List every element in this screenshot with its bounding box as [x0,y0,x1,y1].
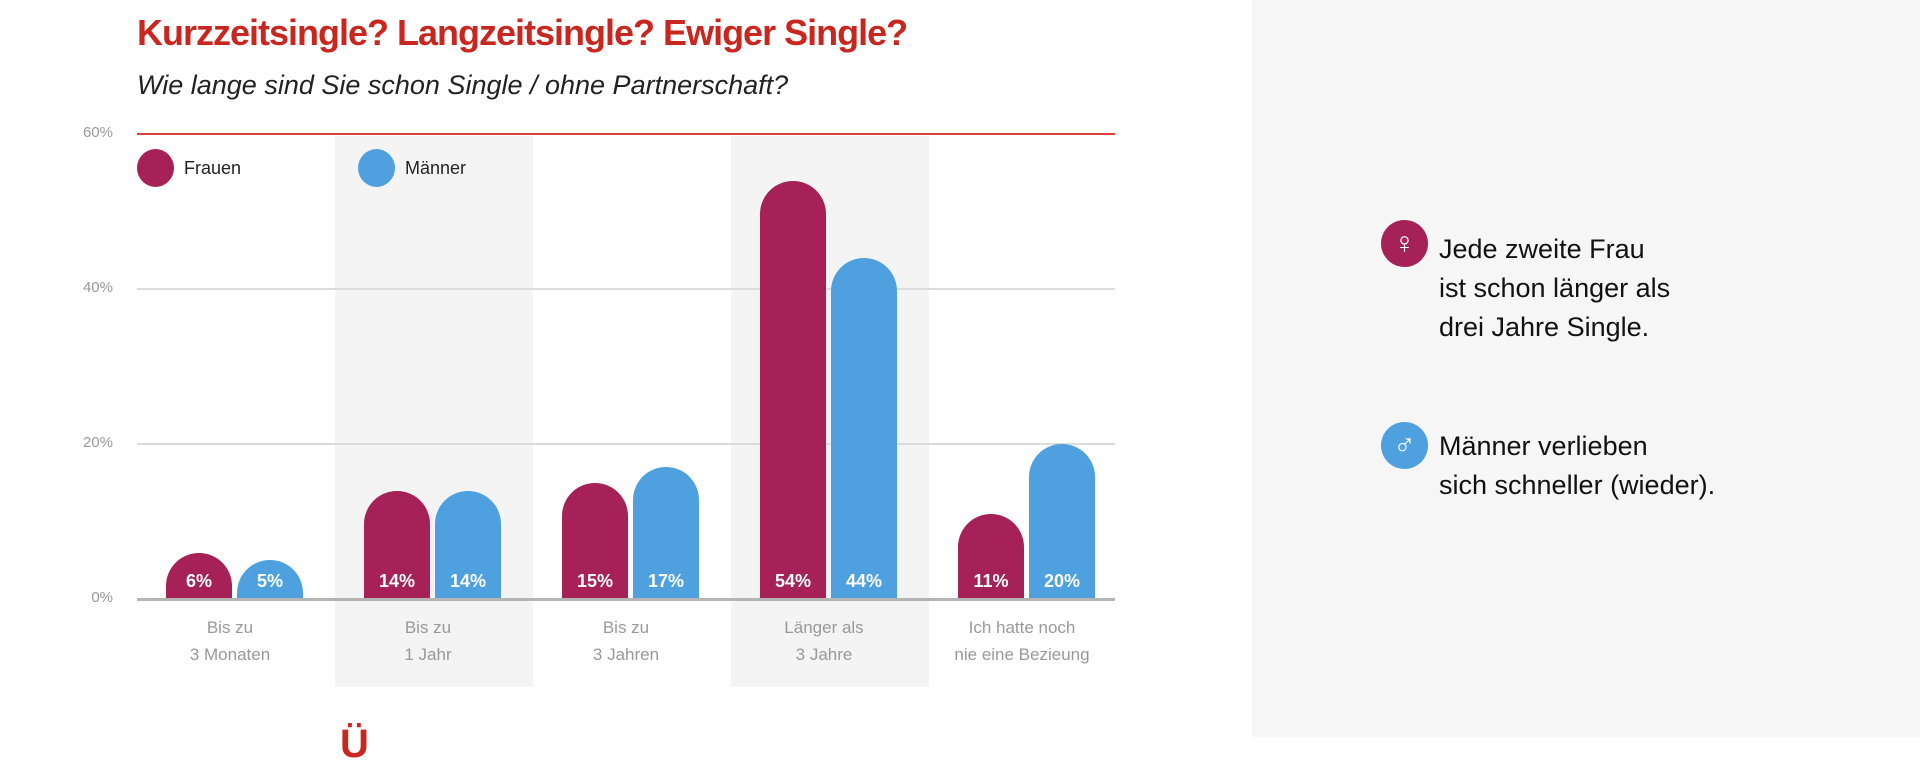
category-label-line: 3 Monaten [189,645,271,664]
cutoff-heading: Ü [340,722,369,766]
bar-value-label: 14% [449,571,487,591]
legend-label: Frauen [184,158,242,178]
y-tick-label: 60% [82,124,113,141]
category-label: Bis zu 3 Jahren [527,614,725,668]
bar-value-label: 44% [845,571,883,591]
y-tick-label: 40% [82,279,113,296]
sidebar-panel [1252,0,1920,737]
category-label-line: 3 Jahren [592,645,660,664]
bar-männer [1029,444,1095,599]
note-line: Jede zweite Frau [1439,234,1645,264]
bar-männer [831,258,897,599]
category-band [335,136,533,687]
chart-subtitle: Wie lange sind Sie schon Single / ohne P… [137,70,789,100]
bar-value-label: 14% [378,571,416,591]
note-women: Jede zweite Frau ist schon länger als dr… [1439,230,1670,347]
category-label: Länger als 3 Jahre [725,614,923,668]
x-axis-baseline [137,598,1115,601]
category-label-line: Länger als [784,618,864,637]
bar-frauen [364,490,430,599]
category-label-line: Bis zu [206,618,254,637]
note-line: ist schon länger als [1439,273,1671,303]
note-line: Männer verlieben [1439,431,1648,461]
note-line: sich schneller (wieder). [1439,470,1716,500]
legend-swatch-männer [358,149,395,187]
bar-value-label: 15% [576,571,614,591]
male-symbol-icon: ♂ [1381,422,1428,469]
bar-value-label: 17% [647,571,685,591]
bar-value-label: 6% [185,571,212,591]
female-symbol-icon: ♀ [1381,220,1428,267]
category-label: Bis zu 3 Monaten [131,614,329,668]
bar-value-label: 20% [1043,571,1081,591]
bar-chart: 0% 20% 40% 60% Frauen 6% 14% 15% 54% 11% Männer 5% 1… [82,124,1121,687]
category-label-line: 1 Jahr [404,645,452,664]
legend-swatch-frauen [137,149,174,187]
category-label-line: 3 Jahre [795,645,853,664]
note-men: Männer verlieben sich schneller (wieder)… [1439,427,1715,505]
bar-value-label: 54% [774,571,812,591]
bar-value-label: 11% [973,571,1009,591]
legend-label: Männer [405,158,467,178]
category-label-line: nie eine Bezieung [954,645,1090,664]
top-rule [137,133,1115,135]
gridline [137,288,1115,290]
chart-title: Kurzzeitsingle? Langzeitsingle? Ewiger S… [137,12,908,53]
bar-frauen [760,180,826,599]
category-label-line: Bis zu [404,618,452,637]
note-line: drei Jahre Single. [1439,312,1650,342]
category-label-line: Ich hatte noch [968,618,1076,637]
category-label-line: Bis zu [602,618,650,637]
bar-frauen [562,482,628,599]
category-label: Bis zu 1 Jahr [329,614,527,668]
bar-value-label: 5% [256,571,283,591]
category-label: Ich hatte noch nie eine Bezieung [923,614,1121,668]
gridline [137,443,1115,445]
bar-männer [633,467,699,599]
y-tick-label: 20% [82,434,113,451]
bar-männer [435,490,501,599]
y-tick-label: 0% [91,589,113,606]
bar-frauen [958,513,1024,599]
